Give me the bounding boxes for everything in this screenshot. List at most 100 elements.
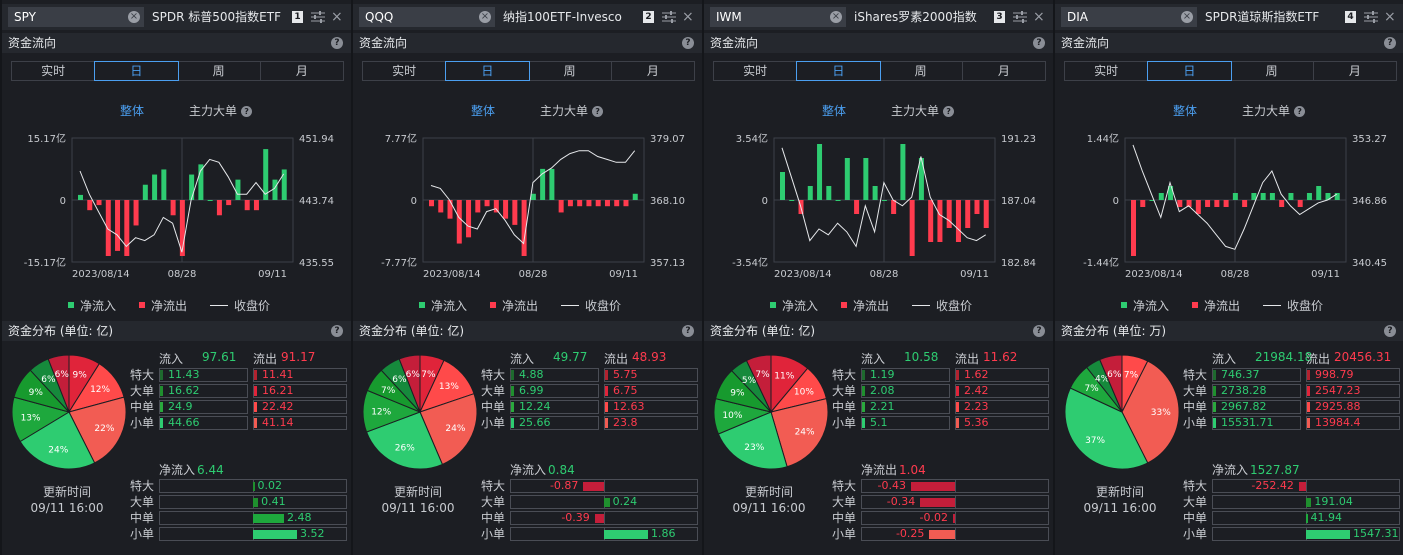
close-panel-icon[interactable]: × bbox=[1384, 9, 1396, 25]
help-icon[interactable]: ? bbox=[1033, 325, 1045, 337]
help-icon[interactable]: ? bbox=[1384, 325, 1396, 337]
update-time-value: 09/11 16:00 bbox=[30, 501, 104, 515]
settings-sliders-icon[interactable] bbox=[662, 10, 676, 23]
tab-realtime[interactable]: 实时 bbox=[12, 62, 96, 80]
clear-ticker-icon[interactable]: × bbox=[479, 11, 491, 23]
dist-in-bar bbox=[511, 402, 514, 412]
ticker-input[interactable]: IWM × bbox=[710, 7, 846, 27]
switch-overall[interactable]: 整体 bbox=[120, 104, 145, 118]
switch-main-force[interactable]: 主力大单? bbox=[891, 103, 955, 119]
settings-sliders-icon[interactable] bbox=[1364, 10, 1378, 23]
help-icon[interactable]: ? bbox=[331, 325, 343, 337]
net-flow-total: 0.84 bbox=[548, 463, 575, 477]
fund-dist-section-header: 资金分布 (单位: 亿)? bbox=[704, 321, 1053, 341]
flow-in-total: 49.77 bbox=[553, 350, 588, 364]
dist-row-label: 特大 bbox=[481, 368, 506, 382]
dist-out-cell: 6.75 bbox=[604, 384, 698, 398]
net-center-line bbox=[604, 512, 605, 524]
flow-bar bbox=[161, 169, 167, 200]
dist-in-bar bbox=[1213, 418, 1216, 428]
dist-out-cell: 1.62 bbox=[955, 368, 1049, 382]
flow-bar bbox=[881, 200, 887, 201]
dist-out-cell: 2.42 bbox=[955, 384, 1049, 398]
tab-week[interactable]: 周 bbox=[1231, 62, 1314, 80]
flow-bar bbox=[1223, 200, 1229, 207]
help-icon[interactable]: ? bbox=[241, 106, 253, 117]
tab-month[interactable]: 月 bbox=[997, 64, 1010, 78]
clear-ticker-icon[interactable]: × bbox=[830, 11, 842, 23]
pie-slice-label: 26% bbox=[395, 444, 415, 454]
tab-month[interactable]: 月 bbox=[295, 64, 308, 78]
close-panel-icon[interactable]: × bbox=[1033, 9, 1045, 25]
switch-main-force[interactable]: 主力大单? bbox=[540, 103, 604, 119]
pie-slice bbox=[68, 396, 127, 464]
switch-overall[interactable]: 整体 bbox=[822, 104, 847, 118]
help-icon[interactable]: ? bbox=[682, 325, 694, 337]
tab-realtime[interactable]: 实时 bbox=[1065, 62, 1149, 80]
tab-week[interactable]: 周 bbox=[529, 62, 612, 80]
section-title: 资金分布 (单位: 亿) bbox=[359, 324, 465, 338]
flow-bar bbox=[780, 172, 785, 200]
switch-overall[interactable]: 整体 bbox=[1173, 104, 1198, 118]
y-left-tick-top: 3.54亿 bbox=[736, 132, 768, 145]
tab-realtime[interactable]: 实时 bbox=[714, 62, 798, 80]
help-icon[interactable]: ? bbox=[682, 37, 694, 49]
net-bar-cell: -0.43 bbox=[861, 479, 1049, 493]
ticker-input[interactable]: SPY × bbox=[8, 7, 144, 27]
switch-main-force[interactable]: 主力大单? bbox=[189, 103, 253, 119]
y-left-tick-mid: 0 bbox=[60, 196, 66, 207]
dist-in-bar bbox=[160, 386, 163, 396]
clear-ticker-icon[interactable]: × bbox=[1181, 11, 1193, 23]
legend-swatch bbox=[770, 302, 776, 308]
clear-ticker-icon[interactable]: × bbox=[128, 11, 140, 23]
ticker-input[interactable]: QQQ × bbox=[359, 7, 495, 27]
ticker-input[interactable]: DIA × bbox=[1061, 7, 1197, 27]
tab-day[interactable]: 日 bbox=[94, 61, 179, 81]
help-icon[interactable]: ? bbox=[592, 106, 604, 117]
dist-out-bar bbox=[956, 386, 959, 396]
net-bar-cell: 191.04 bbox=[1212, 495, 1400, 509]
tab-week[interactable]: 周 bbox=[178, 62, 261, 80]
dist-in-bar bbox=[1213, 402, 1216, 412]
pie-slice bbox=[1099, 354, 1123, 413]
help-icon[interactable]: ? bbox=[1384, 37, 1396, 49]
dist-out-bar bbox=[605, 418, 608, 428]
tab-month[interactable]: 月 bbox=[1348, 64, 1361, 78]
legend-item-2: 收盘价 bbox=[210, 298, 270, 314]
close-panel-icon[interactable]: × bbox=[331, 9, 343, 25]
legend-item-2: 收盘价 bbox=[1263, 298, 1323, 314]
pie-slice-label: 6% bbox=[1107, 370, 1122, 380]
flow-bar bbox=[87, 200, 93, 211]
net-row-label: 中单 bbox=[1183, 511, 1208, 525]
dist-out-bar bbox=[605, 402, 608, 412]
net-bar-cell: -0.87 bbox=[510, 479, 698, 493]
net-flow-label: 净流入 6.44 bbox=[159, 461, 224, 478]
dist-out-value: 23.8 bbox=[613, 416, 638, 429]
tab-day[interactable]: 日 bbox=[1147, 61, 1232, 81]
tab-week[interactable]: 周 bbox=[880, 62, 963, 80]
net-bar-cell: -0.34 bbox=[861, 495, 1049, 509]
section-title: 资金分布 (单位: 亿) bbox=[710, 324, 816, 338]
tab-day[interactable]: 日 bbox=[445, 61, 530, 81]
switch-overall[interactable]: 整体 bbox=[471, 104, 496, 118]
net-center-line bbox=[955, 480, 956, 492]
close-panel-icon[interactable]: × bbox=[682, 9, 694, 25]
help-icon[interactable]: ? bbox=[331, 37, 343, 49]
flow-bar bbox=[1214, 200, 1220, 207]
x-tick-1: 08/28 bbox=[1221, 269, 1250, 280]
help-icon[interactable]: ? bbox=[943, 106, 955, 117]
dist-out-value: 2925.88 bbox=[1315, 400, 1361, 413]
settings-sliders-icon[interactable] bbox=[311, 10, 325, 23]
tab-realtime[interactable]: 实时 bbox=[363, 62, 447, 80]
flow-bar bbox=[530, 193, 536, 200]
distribution-pie: 11%10%24%23%10%9%5%7% bbox=[713, 354, 829, 470]
tab-month[interactable]: 月 bbox=[646, 64, 659, 78]
settings-sliders-icon[interactable] bbox=[1013, 10, 1027, 23]
switch-main-force[interactable]: 主力大单? bbox=[1242, 103, 1306, 119]
legend-label: 净流入 bbox=[1133, 299, 1170, 313]
flow-bar bbox=[503, 200, 509, 219]
tab-day[interactable]: 日 bbox=[796, 61, 881, 81]
help-icon[interactable]: ? bbox=[1294, 106, 1306, 117]
help-icon[interactable]: ? bbox=[1033, 37, 1045, 49]
distribution-pie: 7%33%37%7%4%6% bbox=[1064, 354, 1180, 470]
